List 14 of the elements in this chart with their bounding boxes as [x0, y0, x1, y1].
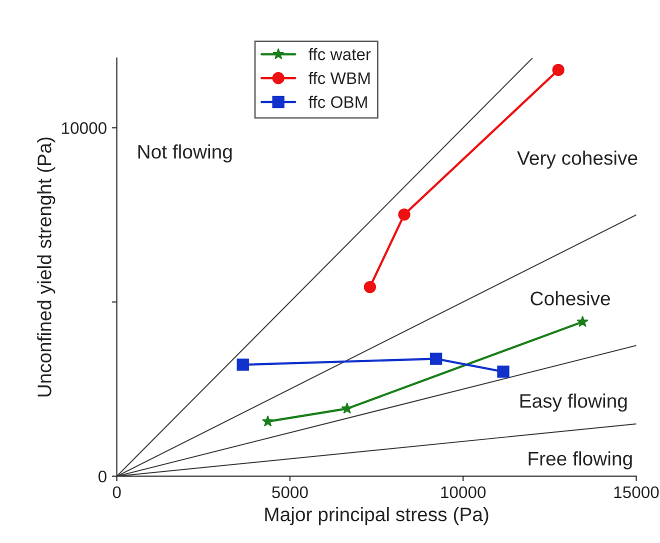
- x-tick-label: 0: [112, 486, 121, 498]
- annotation: Not flowing: [138, 144, 232, 162]
- x-tick-label: 15000: [614, 486, 659, 498]
- legend-label: ffc water: [308, 48, 371, 60]
- annotation: Easy flowing: [520, 394, 627, 412]
- annotation: Cohesive: [530, 291, 610, 306]
- annotation: Very cohesive: [517, 150, 638, 169]
- legend-label: ffc OBM: [308, 96, 367, 108]
- y-axis-title: Unconfined yield strenght (Pa): [37, 138, 56, 396]
- annotation: Free flowing: [528, 451, 632, 470]
- x-tick-label: 5000: [272, 486, 308, 498]
- x-axis-title: Major principal stress (Pa): [265, 507, 488, 526]
- legend-label: ffc WBM: [308, 72, 370, 84]
- x-tick-label: 10000: [441, 486, 486, 498]
